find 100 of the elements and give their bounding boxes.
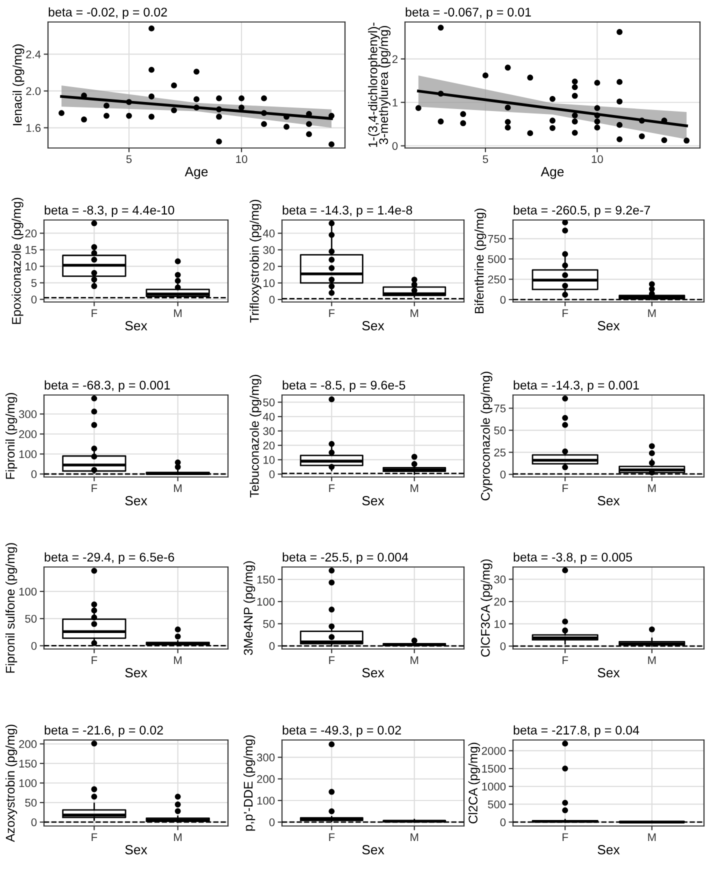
- point: [438, 24, 444, 31]
- point: [527, 130, 534, 136]
- point: [148, 94, 154, 100]
- y-tick-label: 0: [269, 470, 275, 478]
- x-tick-label: M: [648, 309, 656, 317]
- y-axis-title: Azoxystrobin (pg/mg): [5, 724, 18, 842]
- point: [550, 118, 556, 124]
- point: [216, 95, 222, 102]
- y-tick-label: 150: [19, 760, 37, 768]
- x-axis-title: Sex: [362, 845, 384, 854]
- y-tick-label: 0: [500, 818, 506, 826]
- x-axis-title: Sex: [362, 496, 384, 506]
- chart-title: beta = -29.4, p = 6.5e-6: [44, 552, 174, 564]
- x-axis-title: Sex: [125, 845, 148, 854]
- y-tick-label: 2: [392, 55, 398, 63]
- x-tick-label: M: [648, 833, 656, 841]
- point: [238, 95, 244, 102]
- y-axis-title: Tebuconazole (pg/mg): [250, 374, 262, 498]
- y-axis-title: 1-(3,4-dichlorophenyl)- 3-methylurea (pg/mg): [368, 22, 390, 147]
- y-axis-title: Trifloxystrobin (pg/mg): [250, 200, 262, 323]
- y-tick-label: 2000: [482, 746, 506, 755]
- point: [58, 110, 64, 116]
- y-tick-label: 10: [264, 279, 275, 288]
- x-tick-label: F: [562, 833, 568, 841]
- y-tick-label: 2.0: [26, 87, 41, 96]
- point: [460, 111, 466, 118]
- point: [638, 133, 645, 140]
- point: [572, 92, 578, 99]
- chart-title: beta = -25.5, p = 0.004: [282, 552, 408, 564]
- x-axis-title: Age: [184, 167, 208, 179]
- point: [527, 74, 534, 81]
- y-tick-label: 50: [263, 620, 275, 628]
- y-tick-label: 20: [263, 442, 275, 450]
- point: [594, 112, 600, 118]
- x-tick-label: M: [174, 309, 182, 317]
- point: [572, 112, 578, 118]
- y-tick-label: 200: [19, 740, 37, 748]
- y-tick-label: 0: [269, 296, 275, 304]
- point: [550, 96, 556, 102]
- y-tick-label: 1.6: [26, 124, 41, 132]
- chart-title: beta = -14.3, p = 1.4e-8: [282, 205, 412, 218]
- y-tick-label: 20: [494, 598, 506, 606]
- point: [550, 125, 556, 131]
- point: [126, 99, 132, 105]
- y-tick-label: 20: [25, 229, 37, 238]
- y-tick-label: 100: [19, 450, 37, 458]
- chart-title: beta = -217.8, p = 0.04: [514, 725, 640, 738]
- chart-title: beta = -49.3, p = 0.02: [282, 725, 401, 738]
- y-tick-label: 5: [31, 279, 37, 287]
- y-axis-title: 3Me4NP (pg/mg): [243, 561, 256, 655]
- x-axis-title: Sex: [125, 668, 148, 678]
- x-tick-label: F: [92, 656, 98, 664]
- chart-title: beta = -0.02, p = 0.02: [48, 7, 167, 20]
- chart-title: beta = -8.3, p = 4.4e-10: [44, 205, 174, 218]
- point: [261, 121, 267, 128]
- point: [81, 116, 87, 122]
- point: [261, 95, 267, 102]
- x-axis-title: Sex: [598, 496, 620, 506]
- point: [194, 68, 200, 75]
- point: [415, 105, 422, 111]
- point: [216, 106, 222, 112]
- point: [284, 124, 290, 130]
- point: [616, 79, 622, 85]
- point: [306, 121, 312, 128]
- x-tick-label: M: [410, 656, 418, 664]
- y-tick-label: 100: [257, 598, 275, 606]
- y-tick-label: 300: [256, 754, 275, 762]
- y-tick-label: 500: [488, 800, 506, 808]
- point: [284, 114, 290, 120]
- point: [594, 80, 600, 86]
- x-tick-label: M: [648, 484, 656, 492]
- y-tick-label: 100: [19, 588, 37, 596]
- point: [504, 118, 511, 125]
- x-tick-label: F: [92, 309, 98, 317]
- point: [594, 124, 600, 131]
- x-tick-label: F: [92, 484, 98, 492]
- x-axis-title: Sex: [362, 668, 384, 678]
- point: [438, 90, 444, 97]
- x-tick-label: F: [329, 656, 335, 664]
- x-axis-title: Sex: [598, 321, 620, 330]
- y-axis-title: Cyproconazole (pg/mg): [480, 372, 492, 500]
- y-axis-title: ClCF3CA (pg/mg): [480, 559, 492, 657]
- point: [261, 110, 267, 116]
- x-axis-title: Sex: [598, 845, 620, 854]
- point: [306, 131, 312, 138]
- x-tick-label: M: [174, 484, 182, 492]
- x-tick-label: F: [329, 833, 335, 841]
- point: [460, 120, 466, 126]
- point: [616, 98, 622, 104]
- point: [572, 130, 578, 136]
- point: [616, 136, 622, 142]
- y-tick-label: 10: [26, 262, 37, 270]
- point: [328, 141, 334, 148]
- chart-title: beta = -14.3, p = 0.001: [514, 380, 639, 392]
- y-tick-label: 300: [18, 410, 37, 418]
- y-axis-title: Epoxiconazole (pg/mg): [12, 198, 24, 324]
- y-tick-label: 0: [500, 470, 506, 478]
- x-axis-title: Sex: [125, 321, 148, 330]
- y-tick-label: 25: [494, 448, 506, 456]
- y-axis-title: Bifenthrine (pg/mg): [474, 208, 486, 314]
